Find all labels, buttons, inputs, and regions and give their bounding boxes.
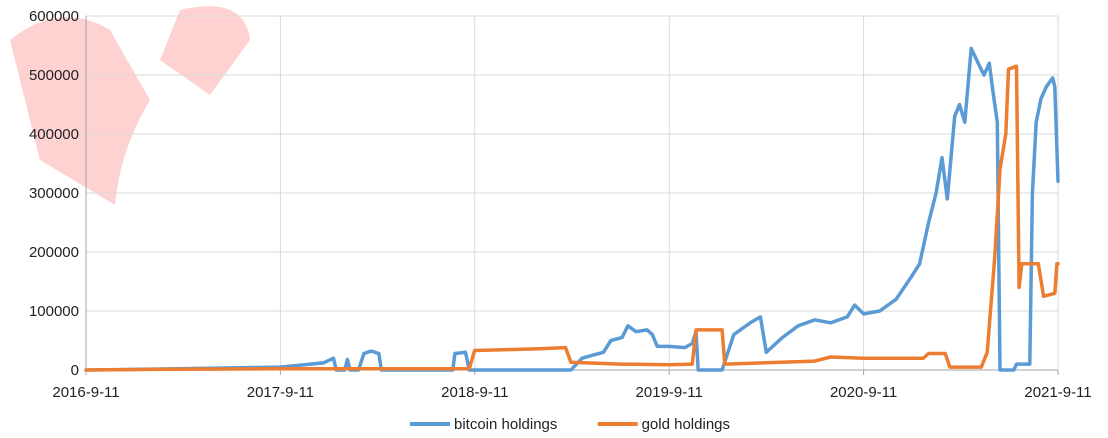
x-tick-label: 2018-9-11 xyxy=(441,384,508,401)
y-tick-label: 100000 xyxy=(29,303,79,320)
y-tick-label: 300000 xyxy=(29,185,79,202)
axes xyxy=(85,16,1059,375)
legend-label: gold holdings xyxy=(642,416,730,433)
x-tick-label: 2016-9-11 xyxy=(52,384,119,401)
gridlines xyxy=(86,15,1059,370)
y-tick-label: 400000 xyxy=(29,126,79,143)
x-tick-label: 2020-9-11 xyxy=(830,384,897,401)
series-line-gold-holdings xyxy=(84,64,1060,372)
x-tick-label: 2019-9-11 xyxy=(636,384,703,401)
y-tick-label: 600000 xyxy=(29,8,79,25)
y-tick-label: 0 xyxy=(71,362,79,379)
series-line-bitcoin-holdings xyxy=(84,46,1060,372)
y-tick-label: 200000 xyxy=(29,244,79,261)
legend: bitcoin holdings gold holdings xyxy=(410,416,730,433)
y-tick-label: 500000 xyxy=(29,67,79,84)
series-layer xyxy=(84,46,1060,372)
watermark-graphic xyxy=(10,6,250,206)
x-tick-label: 2017-9-11 xyxy=(247,384,314,401)
x-tick-label: 2021-9-11 xyxy=(1024,384,1091,401)
legend-label: bitcoin holdings xyxy=(454,416,557,433)
tick-labels: 0 100000 200000 300000 400000 500000 600000 201… xyxy=(29,8,1092,401)
